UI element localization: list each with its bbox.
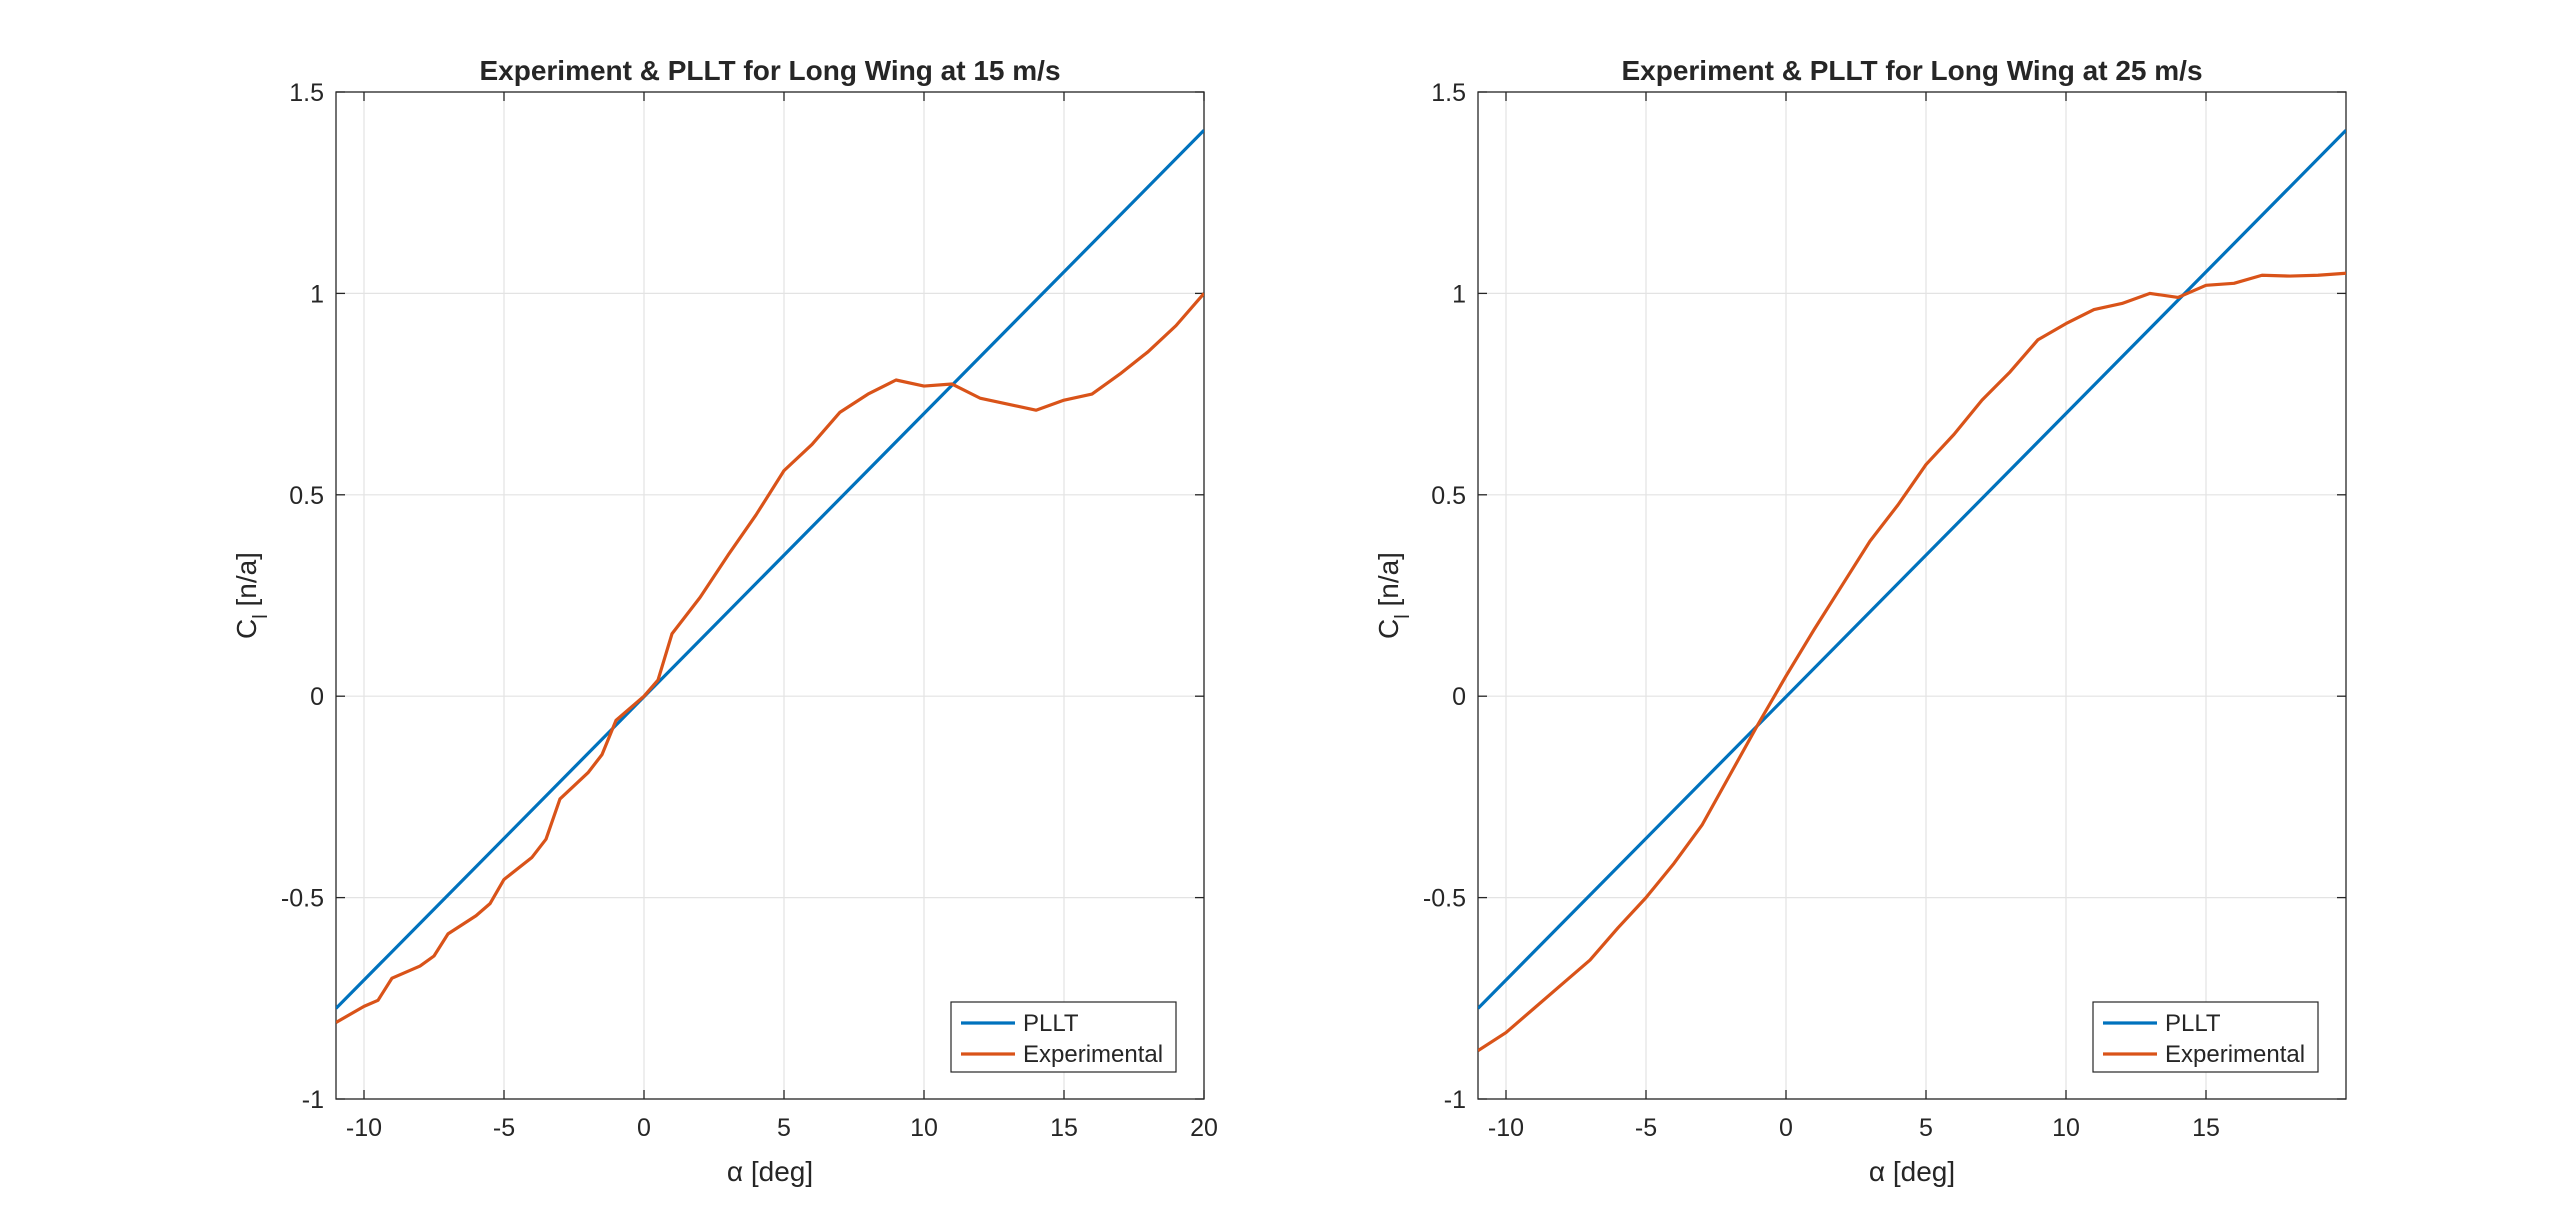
legend-label-pllt: PLLT xyxy=(1023,1010,1079,1037)
legend-label-experimental: Experimental xyxy=(1023,1041,1163,1068)
legend-label-pllt: PLLT xyxy=(2165,1010,2221,1037)
x-tick-label: 0 xyxy=(637,1114,651,1142)
x-axis-label: α [deg] xyxy=(727,1156,813,1187)
series-line-pllt xyxy=(336,129,1204,1010)
series-line-pllt xyxy=(1478,129,2346,1010)
y-axis-label-suffix: [n/a] xyxy=(1373,552,1404,614)
legend-box xyxy=(2092,1001,2319,1073)
x-tick-label: 5 xyxy=(777,1114,791,1142)
y-tick-label: 0.5 xyxy=(289,482,324,510)
y-tick-label: 0.5 xyxy=(1431,482,1466,510)
plot-area xyxy=(1478,92,2346,1099)
legend-label-experimental: Experimental xyxy=(2165,1041,2305,1068)
x-tick-label: -5 xyxy=(1635,1114,1657,1142)
y-axis-label-sub: l xyxy=(250,614,272,618)
chart-right: -10 -5 0 5 10 15 -1 -0.5 0 0.5 1 1.5 Experiment & PL… xyxy=(1373,55,2347,1187)
series-line-experimental xyxy=(1478,271,2346,1053)
y-axis-label-main: C xyxy=(231,619,262,639)
x-axis-label: α [deg] xyxy=(1869,1156,1955,1187)
y-tick-label: -0.5 xyxy=(281,885,324,913)
legend: PLLT Experimental xyxy=(950,1001,1177,1073)
x-tick-label: 0 xyxy=(1779,1114,1793,1142)
y-tick-label: 1 xyxy=(1452,280,1466,308)
y-axis-label: Cl [n/a] xyxy=(1373,552,1414,639)
y-axis-label-suffix: [n/a] xyxy=(231,552,262,614)
plot-area xyxy=(336,92,1204,1099)
y-tick-label: 0 xyxy=(1452,683,1466,711)
x-tick-label: 10 xyxy=(2052,1114,2080,1142)
y-tick-label: 1.5 xyxy=(289,79,324,107)
x-tick-label: 15 xyxy=(1050,1114,1078,1142)
axes-box xyxy=(1477,91,2347,1100)
series-group xyxy=(1478,129,2346,1053)
axes-box xyxy=(335,91,1205,1100)
y-axis-label-main: C xyxy=(1373,619,1404,639)
legend: PLLT Experimental xyxy=(2092,1001,2319,1073)
x-tick-label: -10 xyxy=(346,1114,382,1142)
y-tick-label: 1 xyxy=(310,280,324,308)
y-tick-label: 1.5 xyxy=(1431,79,1466,107)
chart-title: Experiment & PLLT for Long Wing at 15 m/… xyxy=(479,55,1060,86)
series-line-experimental xyxy=(336,292,1204,1024)
y-axis-label-sub: l xyxy=(1392,614,1414,618)
chart-left: -10 -5 0 5 10 15 20 -1 -0.5 0 0.5 1 1.5 Experiment & … xyxy=(231,55,1218,1187)
x-tick-label: -5 xyxy=(493,1114,515,1142)
x-tick-label: 15 xyxy=(2192,1114,2220,1142)
chart-title: Experiment & PLLT for Long Wing at 25 m/… xyxy=(1621,55,2202,86)
y-tick-label: -1 xyxy=(1444,1086,1466,1114)
y-axis-label: Cl [n/a] xyxy=(231,552,272,639)
x-tick-label: 5 xyxy=(1919,1114,1933,1142)
y-tick-label: -0.5 xyxy=(1423,885,1466,913)
legend-box xyxy=(950,1001,1177,1073)
series-group xyxy=(336,129,1204,1024)
y-tick-label: -1 xyxy=(302,1086,324,1114)
x-tick-label: -10 xyxy=(1488,1114,1524,1142)
y-tick-label: 0 xyxy=(310,683,324,711)
x-tick-label: 10 xyxy=(910,1114,938,1142)
x-tick-label: 20 xyxy=(1190,1114,1218,1142)
